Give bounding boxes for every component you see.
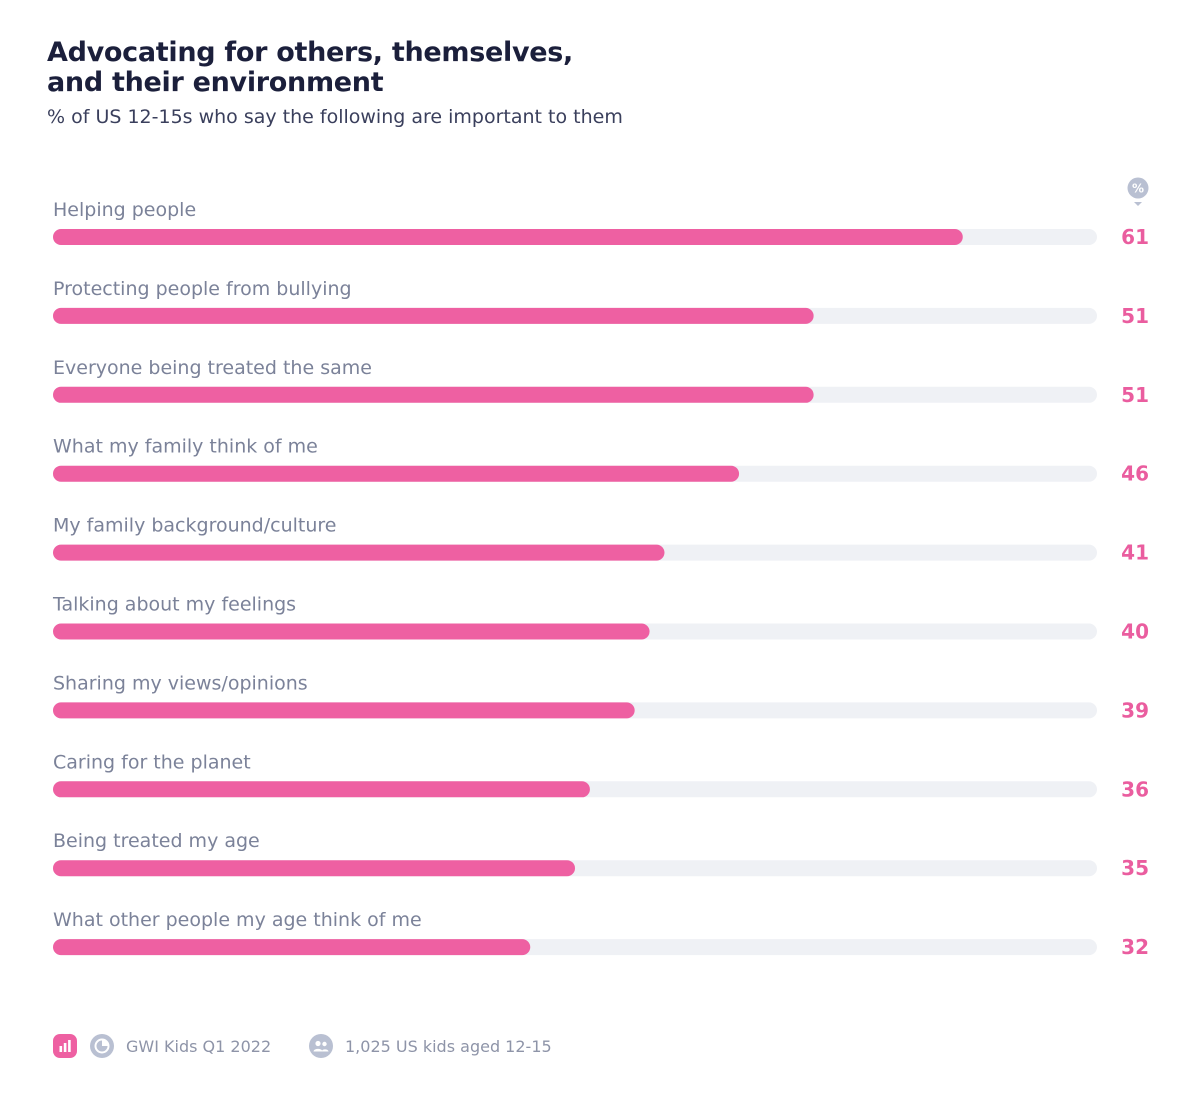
- bar-row: Sharing my views/opinions 39: [53, 672, 1149, 722]
- sample-label: 1,025 US kids aged 12-15: [345, 1037, 552, 1056]
- category-label: Sharing my views/opinions: [53, 672, 308, 694]
- bar-row: Everyone being treated the same 51: [53, 357, 1149, 407]
- value-label: 51: [1121, 304, 1149, 328]
- category-label: Caring for the planet: [53, 751, 251, 773]
- chart-footer: GWI Kids Q1 2022 1,025 US kids aged 12-1…: [53, 1034, 853, 1060]
- value-label: 35: [1121, 856, 1149, 880]
- value-label: 32: [1121, 935, 1149, 959]
- bar-row: Being treated my age 35: [53, 830, 1149, 880]
- category-label: Helping people: [53, 199, 196, 221]
- bar: [53, 860, 575, 877]
- bar: [53, 939, 531, 956]
- chart-title: Advocating for others, themselves, and t…: [47, 38, 747, 98]
- source-label: GWI Kids Q1 2022: [126, 1037, 272, 1056]
- bar-row: Caring for the planet 36: [53, 751, 1149, 801]
- chart-title-line-1: Advocating for others, themselves,: [47, 37, 574, 68]
- bar-chart-icon: [53, 1034, 77, 1058]
- category-label: What other people my age think of me: [53, 909, 422, 931]
- percent-badge-icon: %: [1127, 177, 1149, 206]
- bar-row: Talking about my feelings 40: [52, 594, 1149, 644]
- pie-chart-icon: [90, 1034, 114, 1058]
- bar: [53, 465, 740, 482]
- category-label: What my family think of me: [53, 436, 318, 458]
- bar-row: My family background/culture 41: [53, 515, 1149, 565]
- bar-row: Helping people 61: [53, 199, 1149, 249]
- people-icon: [309, 1034, 333, 1058]
- category-label: Everyone being treated the same: [53, 357, 372, 379]
- chart-subtitle: % of US 12-15s who say the following are…: [47, 106, 623, 128]
- bar-row: What my family think of me 46: [53, 436, 1149, 486]
- category-label: Protecting people from bullying: [53, 278, 352, 300]
- value-label: 46: [1121, 462, 1149, 486]
- percent-badge-label: %: [1132, 182, 1144, 196]
- value-label: 40: [1121, 620, 1149, 644]
- value-label: 39: [1121, 698, 1149, 722]
- category-label: Being treated my age: [53, 830, 260, 852]
- value-label: 61: [1121, 225, 1149, 249]
- category-label: Talking about my feelings: [52, 594, 296, 616]
- bar-row: Protecting people from bullying 51: [53, 278, 1149, 328]
- bar: [53, 781, 590, 798]
- bar: [53, 544, 665, 561]
- category-label: My family background/culture: [53, 515, 336, 537]
- bar: [53, 386, 814, 403]
- value-label: 41: [1121, 541, 1149, 565]
- bar: [53, 702, 635, 719]
- bar-chart: Helping people 61 Protecting people from b…: [52, 199, 1149, 959]
- value-label: 51: [1121, 383, 1149, 407]
- bar: [53, 623, 650, 640]
- bar-row: What other people my age think of me 32: [53, 909, 1149, 959]
- bar: [53, 229, 963, 245]
- bar: [53, 307, 814, 324]
- value-label: 36: [1121, 777, 1149, 801]
- chart-title-line-2: and their environment: [47, 67, 384, 98]
